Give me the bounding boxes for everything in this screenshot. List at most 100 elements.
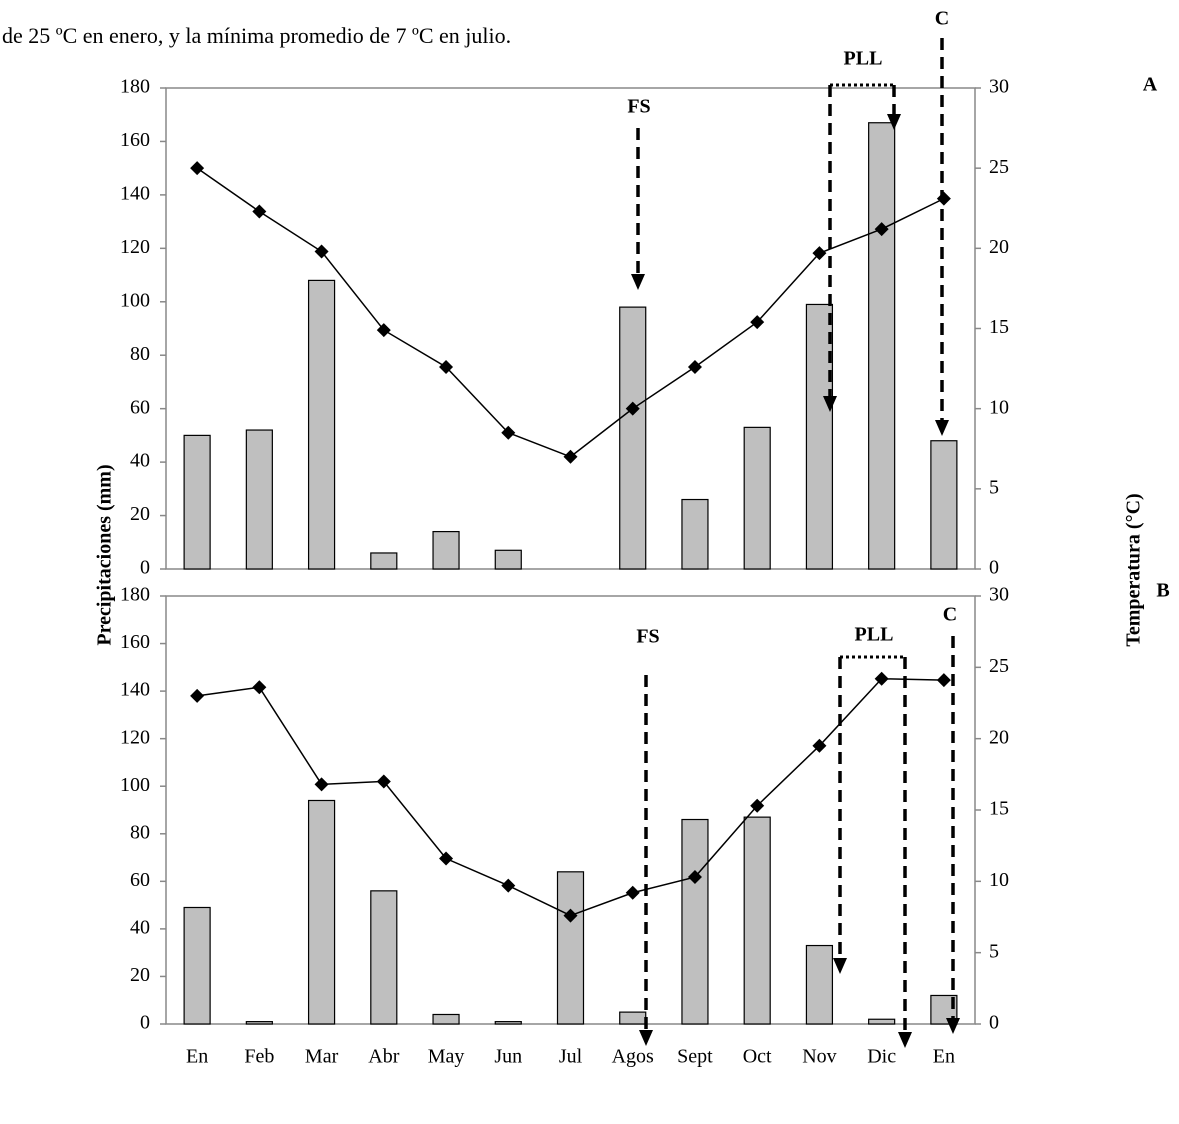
y-tick-label: 80 xyxy=(130,821,150,843)
bar xyxy=(183,434,211,570)
y2-tick-label: 30 xyxy=(989,584,1009,606)
bar xyxy=(619,306,647,570)
bar xyxy=(805,303,834,570)
x-tick-label: May xyxy=(428,1046,465,1068)
bar xyxy=(681,498,709,570)
y-tick-label: 40 xyxy=(130,916,150,938)
marker xyxy=(874,671,889,686)
x-tick-label: Sept xyxy=(677,1046,713,1068)
y-tick-label: 140 xyxy=(120,182,150,204)
annotation: PLL xyxy=(844,48,883,70)
y2-tick-label: 30 xyxy=(989,76,1009,98)
panel: 0 20 40 60 80 100 120 140 160 180 0 5 10 15 20 25 30 En Fe… xyxy=(120,584,1009,1068)
y2-tick-label: 0 xyxy=(989,1012,999,1034)
y-tick-label: 0 xyxy=(140,557,150,579)
x-tick-label: Feb xyxy=(244,1046,274,1068)
arrow-head xyxy=(898,1032,912,1048)
marker xyxy=(936,673,951,688)
y-axis-title: Precipitaciones (mm) xyxy=(94,464,116,645)
marker xyxy=(439,359,454,374)
y2-tick-label: 25 xyxy=(989,655,1009,677)
annotation: FS xyxy=(636,626,659,648)
y-tick-label: 20 xyxy=(130,964,150,986)
x-tick-label: Dic xyxy=(867,1046,896,1068)
panel-label: A xyxy=(1143,74,1158,96)
bar xyxy=(930,440,958,570)
x-tick-label: Agos xyxy=(612,1046,654,1068)
marker xyxy=(376,323,391,338)
arrow-head xyxy=(833,958,847,974)
annotation: FS xyxy=(627,96,650,118)
annotation: C xyxy=(943,604,957,626)
bar xyxy=(432,530,460,570)
bar xyxy=(245,1021,273,1025)
annotation: C xyxy=(935,8,949,30)
marker xyxy=(687,870,702,885)
y2-tick-label: 20 xyxy=(989,236,1009,258)
bar xyxy=(868,122,896,570)
panel-label: B xyxy=(1156,580,1169,602)
y-tick-label: 100 xyxy=(120,289,150,311)
bar xyxy=(245,429,273,570)
bar xyxy=(307,799,336,1025)
bar xyxy=(681,818,709,1025)
marker xyxy=(501,425,516,440)
bar xyxy=(868,1018,896,1025)
y-tick-label: 120 xyxy=(120,726,150,748)
x-tick-label: En xyxy=(933,1046,955,1068)
y2-tick-label: 0 xyxy=(989,557,999,579)
y-tick-label: 120 xyxy=(120,236,150,258)
marker xyxy=(936,191,951,206)
marker xyxy=(190,161,205,176)
y2-tick-label: 10 xyxy=(989,869,1009,891)
y2-tick-label: 15 xyxy=(989,798,1009,820)
annotations-b: FS PLL C xyxy=(636,604,960,1048)
marker xyxy=(252,680,267,695)
y-tick-label: 180 xyxy=(120,76,150,98)
arrow-head xyxy=(639,1030,653,1046)
marker xyxy=(750,798,765,813)
y2-axis-title: Temperatura (°C) xyxy=(1123,493,1145,646)
marker xyxy=(874,222,889,237)
arrow-head xyxy=(823,396,837,412)
bar xyxy=(370,890,398,1025)
y-tick-label: 60 xyxy=(130,396,150,418)
panel: 0 20 40 60 80 100 120 140 160 180 0 5 10 15 20 25 30 xyxy=(120,76,1009,579)
marker xyxy=(252,204,267,219)
bar xyxy=(307,279,336,570)
marker xyxy=(314,244,329,259)
x-tick-label: Nov xyxy=(802,1046,836,1068)
marker xyxy=(190,688,205,703)
x-tick-label: En xyxy=(186,1046,208,1068)
y2-tick-label: 25 xyxy=(989,156,1009,178)
x-tick-label: Oct xyxy=(743,1046,772,1068)
y2-tick-label: 5 xyxy=(989,940,999,962)
x-tick-label: Jun xyxy=(494,1046,522,1068)
bar xyxy=(183,906,211,1025)
y-tick-label: 0 xyxy=(140,1012,150,1034)
marker xyxy=(812,738,827,753)
bar xyxy=(619,1011,647,1025)
plot-frame xyxy=(165,87,976,570)
y-tick-label: 160 xyxy=(120,129,150,151)
marker xyxy=(625,885,640,900)
y-tick-label: 40 xyxy=(130,450,150,472)
y2-tick-label: 20 xyxy=(989,726,1009,748)
y-tick-label: 20 xyxy=(130,503,150,525)
marker xyxy=(687,359,702,374)
y-tick-label: 80 xyxy=(130,343,150,365)
y-tick-label: 60 xyxy=(130,869,150,891)
marker xyxy=(812,246,827,261)
bar xyxy=(494,1021,522,1025)
bar xyxy=(432,1013,460,1025)
bar xyxy=(556,871,585,1025)
marker xyxy=(563,449,578,464)
y-tick-label: 160 xyxy=(120,631,150,653)
bar xyxy=(743,426,771,570)
y2-tick-label: 15 xyxy=(989,316,1009,338)
y2-tick-label: 10 xyxy=(989,396,1009,418)
bar xyxy=(370,552,398,570)
marker xyxy=(376,774,391,789)
y-tick-label: 100 xyxy=(120,774,150,796)
bar xyxy=(743,816,771,1025)
